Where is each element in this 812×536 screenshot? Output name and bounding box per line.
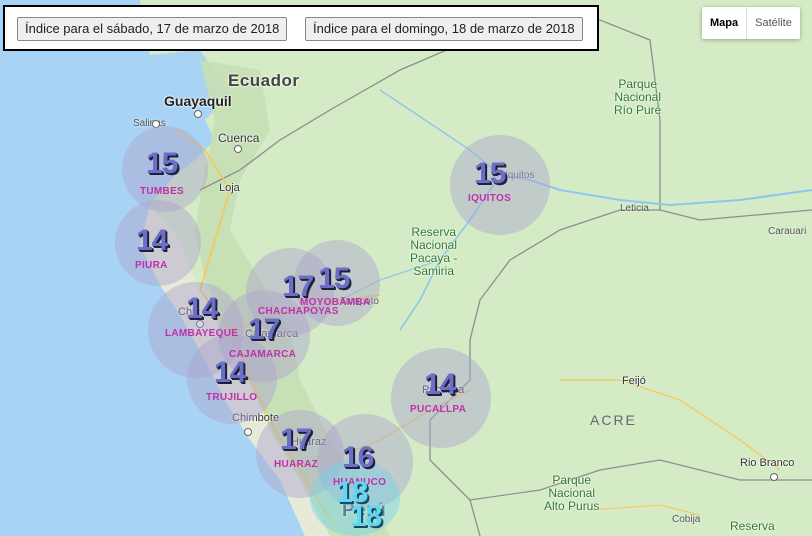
uv-value-huaraz: 17	[280, 423, 312, 456]
uv-label-tumbes: TUMBES	[140, 186, 185, 197]
uv-label-piura: PIURA	[135, 260, 168, 271]
city-label-huaraz: Huaraz	[291, 436, 327, 448]
uv-circle[interactable]	[148, 282, 244, 378]
uv-circle[interactable]	[317, 414, 413, 510]
city-label-cuenca: Cuenca	[218, 131, 260, 145]
city-label-cajamarca: Cajamarca	[245, 328, 299, 340]
saturday-index-button[interactable]: Índice para el sábado, 17 de marzo de 20…	[17, 17, 288, 41]
city-dot-guayaquil	[194, 110, 202, 118]
city-dot-chiclayo	[196, 320, 204, 328]
uv-circle[interactable]	[246, 248, 334, 336]
park-label-pacaya-samiria: Reserva Nacional Pacaya - Samiria	[410, 225, 458, 278]
uv-label-huanuco: HUANUCO	[333, 477, 387, 488]
park-label-rio-pure: Parque Nacional Río Puré	[614, 77, 662, 117]
uv-circle[interactable]	[115, 200, 201, 286]
uv-value-iquitos: 15	[474, 157, 506, 190]
uv-value-moyobamba: 15	[318, 262, 350, 295]
uv-value-trujillo: 14	[214, 356, 246, 389]
city-label-salinas: Salinas	[133, 118, 166, 129]
uv-label-huaraz: HUARAZ	[274, 459, 319, 470]
city-label-guayaquil: Guayaquil	[164, 93, 232, 109]
uv-label-lambayeque: LAMBAYEQUE	[165, 328, 239, 339]
city-dot-rio-branco	[770, 473, 778, 481]
uv-label-chachapoyas: CHACHAPOYAS	[258, 306, 339, 317]
uv-value-chachapoyas: 17	[282, 270, 314, 303]
uv-label-cajamarca: CAJAMARCA	[229, 349, 297, 360]
uv-circle[interactable]	[256, 410, 344, 498]
city-label-loja: Loja	[219, 182, 240, 194]
country-label-ecuador: Ecuador	[228, 71, 300, 90]
uv-label-iquitos: IQUITOS	[468, 193, 512, 204]
city-label-tarapoto: Tarapoto	[340, 296, 379, 307]
uv-circle[interactable]	[187, 334, 277, 424]
city-dot-cuenca	[234, 145, 242, 153]
uv-value-lambayeque: 14	[186, 292, 218, 325]
country-label-peru: Perú	[342, 500, 387, 521]
uv-circle[interactable]	[122, 126, 208, 212]
city-label-leticia: Leticia	[620, 203, 649, 214]
uv-value-cajamarca: 17	[248, 313, 280, 346]
uv-value-huanuco: 16	[342, 441, 374, 474]
uv-value-cyan-2: 18	[350, 500, 382, 533]
map-type-satellite-button[interactable]: Satélite	[755, 17, 792, 29]
city-label-chimbote: Chimbote	[232, 412, 280, 424]
sunday-index-button[interactable]: Índice para el domingo, 18 de marzo de 2…	[305, 17, 583, 41]
city-label-carauari: Carauari	[768, 226, 807, 237]
city-label-iquitos: Iquitos	[505, 170, 535, 181]
map-type-map-button[interactable]: Mapa	[702, 7, 748, 39]
city-dot-salinas	[152, 120, 160, 128]
uv-circle[interactable]	[310, 460, 400, 536]
uv-circle[interactable]	[218, 290, 310, 382]
uv-label-pucallpa: PUCALLPA	[410, 404, 467, 415]
uv-label-trujillo: TRUJILLO	[206, 392, 258, 403]
park-label-alto-purus: Parque Nacional Alto Purus	[544, 473, 600, 513]
region-label-acre: ACRE	[590, 412, 637, 428]
city-label-cobija: Cobija	[672, 514, 701, 525]
uv-circle[interactable]	[391, 348, 491, 448]
city-label-feijo: Feijó	[622, 375, 646, 387]
uv-value-piura: 14	[136, 224, 168, 257]
uv-label-moyobamba: MOYOBAMBA	[300, 297, 371, 308]
uv-value-cyan-1: 18	[336, 476, 368, 509]
city-dot-chimbote	[244, 428, 252, 436]
date-button-bar: Índice para el sábado, 17 de marzo de 20…	[3, 5, 599, 51]
uv-value-tumbes: 15	[146, 147, 178, 180]
city-label-pucallpa: Pucallpa	[422, 384, 465, 396]
uv-value-pucallpa: 14	[424, 368, 456, 401]
map-type-control: Mapa Satélite	[702, 7, 800, 39]
city-label-chiclayo: Chic	[178, 306, 201, 318]
uv-circle[interactable]	[294, 240, 380, 326]
uv-circle[interactable]	[450, 135, 550, 235]
city-label-rio-branco: Rio Branco	[740, 457, 795, 469]
park-label-reserva: Reserva	[730, 519, 775, 533]
